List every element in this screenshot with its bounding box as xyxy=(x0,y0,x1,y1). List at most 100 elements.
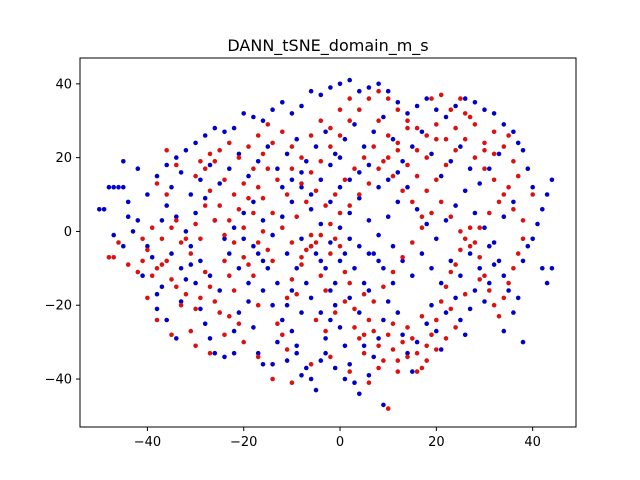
scatter-point xyxy=(535,221,540,227)
scatter-point xyxy=(429,266,434,271)
scatter-point xyxy=(347,210,353,216)
scatter-point xyxy=(410,144,415,149)
scatter-point xyxy=(323,336,328,341)
scatter-point xyxy=(462,332,468,338)
scatter-point xyxy=(414,207,420,212)
scatter-point xyxy=(410,199,415,205)
scatter-point xyxy=(376,184,381,190)
scatter-point xyxy=(212,350,218,356)
scatter-point xyxy=(347,295,353,301)
scatter-point xyxy=(236,266,242,271)
scatter-point xyxy=(506,280,511,286)
scatter-point xyxy=(265,144,271,149)
scatter-point xyxy=(448,258,454,264)
scatter-point xyxy=(275,280,280,286)
scatter-point xyxy=(193,280,198,286)
scatter-point xyxy=(251,199,256,205)
scatter-point xyxy=(241,181,246,186)
scatter-point xyxy=(178,240,184,245)
scatter-point xyxy=(174,336,179,341)
scatter-point xyxy=(366,288,372,293)
scatter-point xyxy=(212,125,218,131)
scatter-point xyxy=(270,302,275,308)
scatter-point xyxy=(482,299,487,304)
scatter-point xyxy=(231,328,237,334)
scatter-point xyxy=(357,192,362,197)
scatter-point xyxy=(434,136,439,142)
scatter-point xyxy=(491,240,497,245)
scatter-point xyxy=(347,118,353,123)
scatter-point xyxy=(487,243,492,249)
scatter-point xyxy=(453,125,458,131)
scatter-point xyxy=(154,266,160,271)
scatter-point xyxy=(299,155,304,160)
scatter-point xyxy=(169,277,174,282)
scatter-point xyxy=(289,277,295,282)
scatter-point xyxy=(159,236,165,242)
scatter-point xyxy=(496,151,502,157)
scatter-point xyxy=(429,332,434,338)
scatter-point xyxy=(381,266,386,271)
scatter-point xyxy=(453,148,458,153)
scatter-point xyxy=(169,225,174,230)
scatter-point xyxy=(154,173,160,179)
scatter-point xyxy=(472,122,478,127)
scatter-point xyxy=(164,162,169,168)
scatter-point xyxy=(342,343,348,349)
scatter-point xyxy=(342,251,348,256)
scatter-point xyxy=(188,192,194,197)
scatter-point xyxy=(135,218,141,223)
scatter-point xyxy=(323,129,328,135)
scatter-point xyxy=(299,373,304,378)
scatter-point xyxy=(193,343,198,349)
scatter-point xyxy=(231,125,237,131)
scatter-point xyxy=(198,295,203,301)
scatter-point xyxy=(390,136,396,142)
x-tick-label: −40 xyxy=(134,435,161,450)
scatter-point xyxy=(395,358,401,363)
scatter-point xyxy=(308,88,314,94)
scatter-point xyxy=(400,254,405,260)
scatter-point xyxy=(140,273,145,279)
scatter-point xyxy=(511,159,516,164)
scatter-point xyxy=(376,258,381,264)
scatter-point xyxy=(318,358,324,363)
scatter-point xyxy=(419,365,425,371)
scatter-point xyxy=(520,218,526,223)
scatter-point xyxy=(342,136,348,142)
scatter-point xyxy=(434,107,439,112)
scatter-point xyxy=(299,236,304,242)
scatter-point xyxy=(169,251,174,256)
scatter-point xyxy=(299,310,304,315)
scatter-point xyxy=(207,273,213,279)
scatter-point xyxy=(284,347,290,352)
scatter-point xyxy=(193,210,198,216)
scatter-point xyxy=(376,118,381,123)
scatter-point xyxy=(487,280,492,286)
scatter-point xyxy=(236,207,242,212)
scatter-point xyxy=(424,321,430,327)
scatter-point xyxy=(424,155,430,160)
scatter-point xyxy=(448,306,454,312)
scatter-point xyxy=(265,122,271,127)
scatter-point xyxy=(217,148,222,153)
scatter-point xyxy=(289,177,295,183)
scatter-point xyxy=(304,159,309,164)
scatter-point xyxy=(328,144,333,149)
scatter-point xyxy=(429,302,434,308)
scatter-point xyxy=(371,129,377,135)
scatter-point xyxy=(458,96,463,101)
scatter-point xyxy=(125,199,131,205)
scatter-point xyxy=(462,111,468,116)
x-tick-label: 20 xyxy=(428,435,445,450)
scatter-point xyxy=(251,210,256,216)
scatter-point xyxy=(289,380,295,386)
scatter-point xyxy=(400,258,405,264)
scatter-point xyxy=(202,195,208,201)
scatter-point xyxy=(405,184,410,190)
scatter-point xyxy=(544,192,550,197)
scatter-point xyxy=(251,114,256,120)
scatter-point xyxy=(323,266,328,271)
scatter-point xyxy=(121,159,126,164)
scatter-point xyxy=(260,288,266,293)
